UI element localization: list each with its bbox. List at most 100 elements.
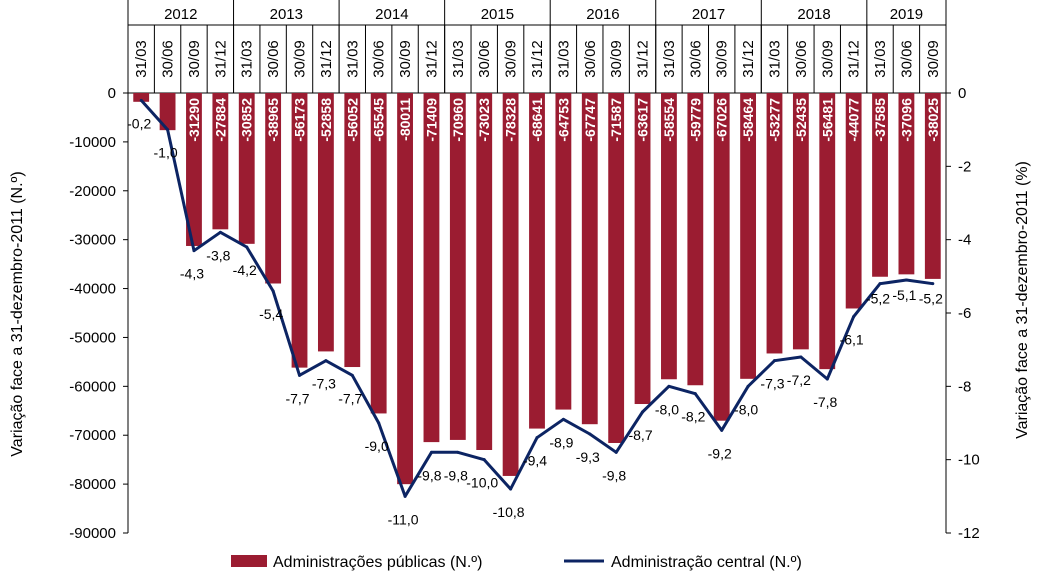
line-value-label: -9,8 — [444, 467, 468, 483]
line-point — [825, 377, 829, 381]
line-point — [535, 436, 539, 440]
bar — [898, 93, 915, 275]
quarter-label: 30/09 — [714, 40, 731, 78]
line-value-label: -4,2 — [233, 262, 257, 278]
line-value-label: -7,3 — [312, 376, 336, 392]
line-point — [271, 289, 275, 293]
y-tick-label-left: -70000 — [69, 427, 116, 444]
bar — [581, 93, 598, 425]
bar — [186, 93, 202, 246]
bar-value-label: -65545 — [371, 98, 387, 142]
line-value-label: -5,1 — [892, 287, 916, 303]
quarter-label: 30/06 — [898, 40, 915, 78]
line-point — [746, 384, 750, 388]
bar — [529, 93, 545, 429]
quarter-label: 30/06 — [265, 40, 282, 78]
quarter-label: 30/06 — [371, 40, 388, 78]
line-value-label: -7,3 — [760, 376, 784, 392]
y-axis-title-right: Variação face a 31-dezembro-2011 (%) — [1014, 161, 1031, 439]
bar-value-label: -58464 — [740, 98, 756, 142]
y-tick-label-left: -10000 — [69, 134, 116, 151]
line-series-administracao-central — [139, 98, 935, 498]
bar-value-label: -52858 — [318, 98, 334, 142]
bar-value-label: -56481 — [819, 98, 835, 142]
line-point — [298, 373, 302, 377]
quarter-label: 31/03 — [239, 40, 256, 78]
bar-value-label: -44077 — [846, 98, 862, 142]
y-axis-title-left: Variação face a 31-dezembro-2011 (N.º) — [9, 171, 26, 456]
bar-value-label: -27884 — [212, 98, 228, 142]
bar-value-label: -67026 — [714, 98, 730, 142]
line-point — [693, 392, 697, 396]
bar — [238, 93, 255, 244]
bar-value-label: -80011 — [397, 98, 413, 141]
bar — [766, 93, 783, 354]
bar-value-label: -38025 — [925, 98, 941, 142]
quarter-label: 31/03 — [555, 40, 572, 78]
bar — [924, 93, 941, 279]
bar — [133, 93, 150, 102]
line-value-label: -8,2 — [681, 409, 705, 425]
quarter-label: 31/12 — [212, 40, 229, 78]
line-value-label: -1,0 — [154, 145, 178, 161]
y-tick-label-left: 0 — [108, 85, 116, 102]
quarter-label: 31/03 — [766, 40, 783, 78]
line-point — [588, 432, 592, 436]
bar-value-label: -38965 — [265, 98, 281, 142]
bar — [476, 93, 493, 451]
y-tick-label-right: -10 — [958, 452, 980, 469]
quarter-label: 30/06 — [793, 40, 810, 78]
quarter-label: 30/09 — [608, 40, 625, 78]
line-value-label: -9,8 — [602, 467, 626, 483]
line-point — [904, 278, 908, 282]
line-point — [218, 230, 222, 234]
quarter-label: 31/12 — [740, 40, 757, 78]
line-point — [799, 355, 803, 359]
year-label-2014: 2014 — [375, 6, 408, 23]
year-label-2017: 2017 — [692, 6, 725, 23]
bar-value-label: -68641 — [529, 98, 545, 142]
bar — [634, 93, 651, 405]
line-point — [139, 98, 143, 102]
line-point — [720, 428, 724, 432]
quarter-label: 30/09 — [819, 40, 836, 78]
line-value-label: -11,0 — [388, 511, 419, 527]
line-point — [667, 384, 671, 388]
bar — [661, 93, 677, 380]
bar-value-label: -73023 — [476, 98, 492, 142]
bar-value-label: -71587 — [608, 98, 624, 142]
y-tick-label-right: -6 — [958, 305, 971, 322]
bar — [792, 93, 809, 350]
line-point — [482, 458, 486, 462]
bar-value-label: -31290 — [186, 98, 202, 142]
y-tick-label-right: -4 — [958, 232, 971, 249]
line-value-label: -9,2 — [708, 445, 732, 461]
bar-value-label: -63617 — [635, 98, 651, 142]
line-point — [561, 417, 565, 421]
quarter-label: 30/06 — [160, 40, 177, 78]
line-point — [403, 494, 407, 498]
bar — [687, 93, 704, 386]
year-label-2012: 2012 — [164, 6, 197, 23]
line-value-label: -7,2 — [787, 372, 811, 388]
line-value-label: -8,7 — [628, 427, 652, 443]
line-value-label: -7,7 — [285, 390, 309, 406]
bar — [555, 93, 572, 410]
bar-value-label: -53277 — [766, 98, 782, 142]
line-point — [456, 450, 460, 454]
y-tick-label-right: 0 — [958, 85, 966, 102]
bar-value-label: -67747 — [582, 98, 598, 142]
line-value-label: -5,4 — [259, 306, 283, 322]
bar — [212, 93, 229, 230]
y-tick-label-left: -20000 — [69, 183, 116, 200]
line-value-label: -7,8 — [813, 394, 837, 410]
line-value-label: -6,1 — [840, 332, 864, 348]
quarter-label: 31/12 — [635, 40, 652, 78]
quarter-label: 31/12 — [318, 40, 335, 78]
quarter-label: 31/12 — [846, 40, 863, 78]
year-label-2019: 2019 — [890, 6, 923, 23]
bar — [819, 93, 836, 370]
line-value-label: -4,3 — [180, 266, 204, 282]
bar-value-label: -52435 — [793, 98, 809, 142]
